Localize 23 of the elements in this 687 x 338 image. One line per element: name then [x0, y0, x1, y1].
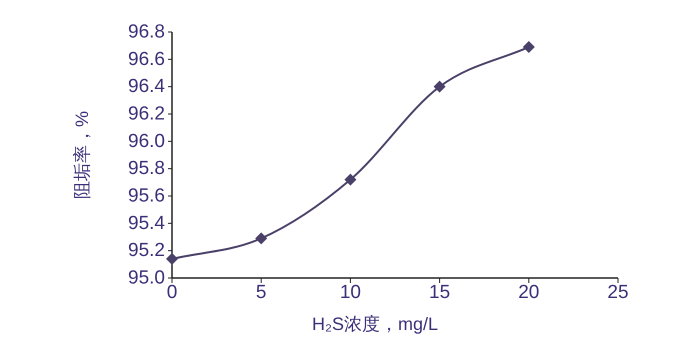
- x-tick-label: 15: [429, 282, 450, 303]
- y-tick-label: 96.2: [128, 104, 165, 124]
- x-tick-label: 5: [256, 282, 266, 303]
- y-axis-title: 阻垢率，%: [72, 110, 92, 200]
- y-tick-label: 95.8: [128, 158, 165, 180]
- point: [166, 252, 178, 265]
- y-tick-label: 96.8: [128, 22, 165, 42]
- point: [344, 174, 356, 186]
- x-tick-label: 20: [518, 282, 540, 303]
- y-tick-label: 96.6: [128, 48, 165, 70]
- point: [522, 41, 535, 54]
- point: [255, 232, 268, 244]
- x-tick-label: 10: [340, 282, 361, 303]
- y-tick-label: 95.0: [128, 268, 165, 288]
- point: [434, 80, 446, 93]
- y-tick-label: 96.4: [128, 76, 166, 98]
- y-tick-label: 96.0: [128, 130, 165, 152]
- x-axis-title: H₂S浓度，mg/L: [312, 314, 438, 334]
- y-tick-label: 95.4: [128, 212, 166, 234]
- x-tick-label: 25: [607, 282, 629, 303]
- x-tick-label: 0: [166, 282, 178, 303]
- y-tick-label: 95.2: [128, 240, 165, 262]
- y-tick-label: 95.6: [128, 186, 165, 206]
